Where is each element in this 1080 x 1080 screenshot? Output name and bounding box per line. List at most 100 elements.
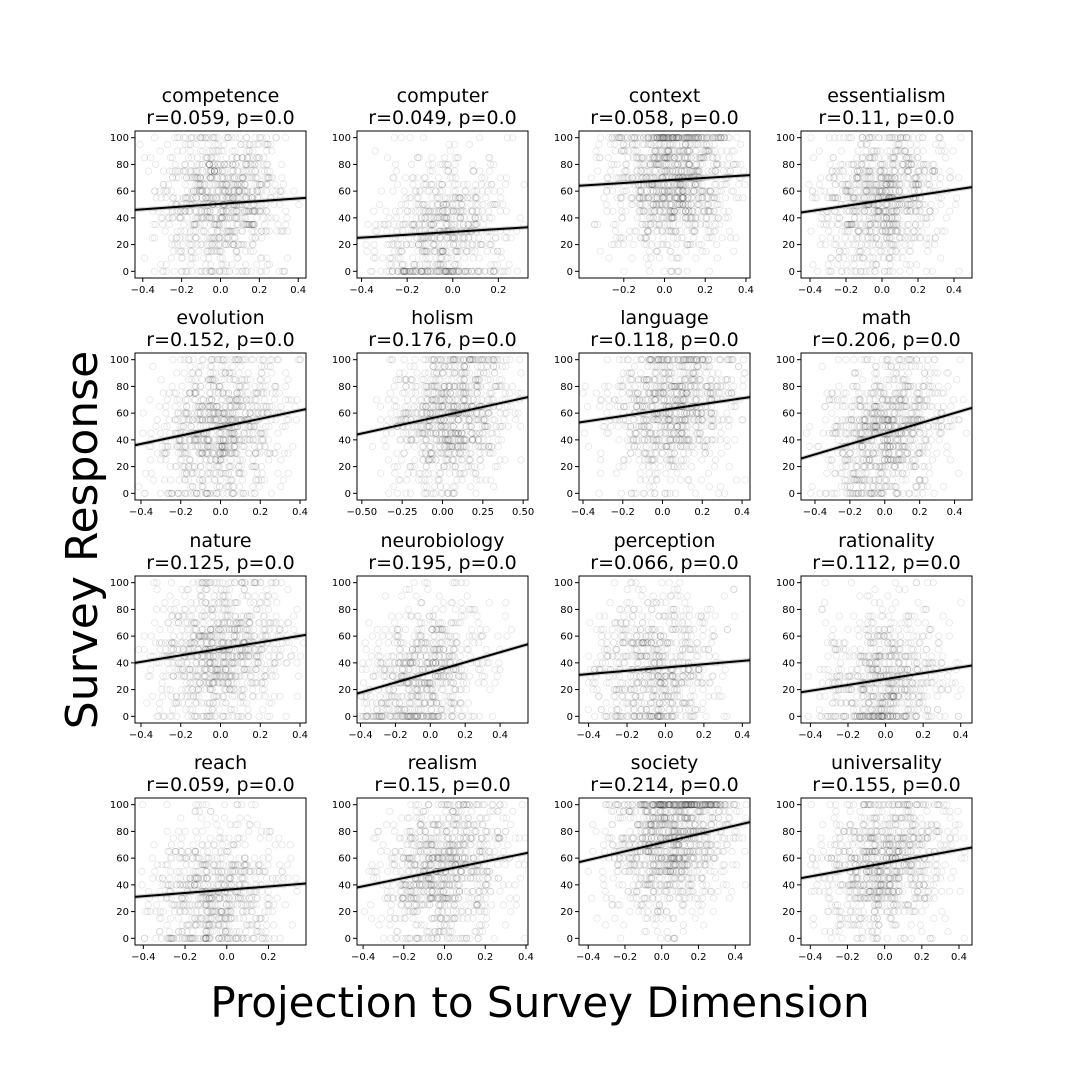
- data-point: [418, 267, 426, 275]
- data-point: [218, 214, 226, 222]
- data-point: [845, 207, 853, 215]
- data-point: [180, 220, 188, 229]
- data-point: [230, 442, 238, 451]
- data-point: [663, 207, 671, 215]
- data-point: [431, 247, 439, 255]
- data-point: [217, 247, 225, 255]
- panel-title: holism: [411, 307, 474, 329]
- data-point: [594, 167, 602, 175]
- data-point: [222, 442, 230, 451]
- data-point: [206, 462, 214, 471]
- data-point: [685, 160, 693, 168]
- data-point: [198, 160, 206, 168]
- data-point: [208, 234, 216, 242]
- data-point: [656, 154, 664, 162]
- data-point: [863, 187, 871, 195]
- data-point: [452, 200, 460, 209]
- data-point: [837, 267, 845, 275]
- data-point: [423, 267, 431, 275]
- data-point: [726, 167, 734, 175]
- data-point: [655, 220, 663, 229]
- data-point: [854, 147, 862, 155]
- data-point: [489, 267, 498, 275]
- data-point: [425, 220, 434, 229]
- data-point: [182, 194, 190, 202]
- data-point: [281, 267, 289, 275]
- data-point: [218, 442, 227, 451]
- data-point: [689, 214, 697, 222]
- data-point: [853, 174, 861, 182]
- data-point: [208, 134, 216, 142]
- data-point: [432, 214, 440, 222]
- data-point: [210, 402, 218, 411]
- data-point: [684, 194, 692, 202]
- data-point: [428, 167, 437, 175]
- data-point: [203, 187, 211, 195]
- data-point: [217, 180, 225, 189]
- data-point: [875, 134, 883, 142]
- data-point: [441, 154, 449, 162]
- data-point: [698, 194, 706, 202]
- data-point: [694, 200, 702, 209]
- data-point: [182, 409, 190, 417]
- data-point: [703, 234, 711, 242]
- data-point: [229, 489, 237, 497]
- data-point: [712, 160, 720, 168]
- data-point: [909, 134, 917, 142]
- data-point: [259, 409, 267, 417]
- data-point: [850, 194, 859, 202]
- data-point: [629, 174, 637, 182]
- data-point: [222, 429, 230, 437]
- data-point: [437, 254, 445, 262]
- data-point: [211, 389, 219, 397]
- data-point: [238, 267, 246, 275]
- data-point: [675, 180, 683, 189]
- data-point: [618, 134, 626, 142]
- data-point: [392, 167, 401, 175]
- data-point: [931, 234, 939, 242]
- data-point: [858, 134, 866, 142]
- data-point: [206, 376, 214, 384]
- data-point: [243, 147, 251, 155]
- data-point: [637, 134, 645, 142]
- data-point: [139, 409, 147, 417]
- data-point: [234, 220, 242, 229]
- data-point: [727, 187, 736, 195]
- data-point: [871, 267, 879, 275]
- data-point: [225, 442, 233, 451]
- data-point: [683, 134, 691, 142]
- data-point: [485, 214, 493, 222]
- x-tick-label: −0.2: [169, 507, 193, 518]
- data-point: [903, 180, 912, 189]
- data-point: [256, 442, 264, 451]
- data-point: [203, 207, 211, 215]
- data-point: [188, 247, 196, 255]
- data-point: [671, 187, 679, 195]
- data-point: [878, 160, 887, 168]
- data-point: [457, 200, 465, 209]
- data-point: [278, 160, 286, 168]
- data-point: [141, 489, 149, 497]
- data-point: [456, 194, 464, 202]
- data-point: [652, 247, 660, 255]
- data-point: [235, 402, 243, 411]
- data-point: [203, 214, 211, 222]
- data-point: [688, 220, 696, 229]
- data-point: [422, 247, 430, 255]
- data-point: [886, 180, 894, 189]
- data-point: [240, 442, 248, 451]
- data-point: [197, 362, 205, 370]
- data-point: [246, 140, 254, 148]
- data-point: [181, 476, 189, 484]
- data-point: [637, 234, 645, 242]
- data-point: [894, 147, 902, 155]
- data-point: [205, 214, 213, 222]
- data-point: [609, 187, 617, 195]
- data-point: [681, 214, 690, 222]
- data-point: [853, 167, 861, 175]
- data-point: [699, 187, 707, 195]
- data-point: [438, 187, 447, 195]
- data-point: [266, 356, 274, 364]
- data-point: [666, 147, 674, 155]
- data-point: [671, 134, 679, 142]
